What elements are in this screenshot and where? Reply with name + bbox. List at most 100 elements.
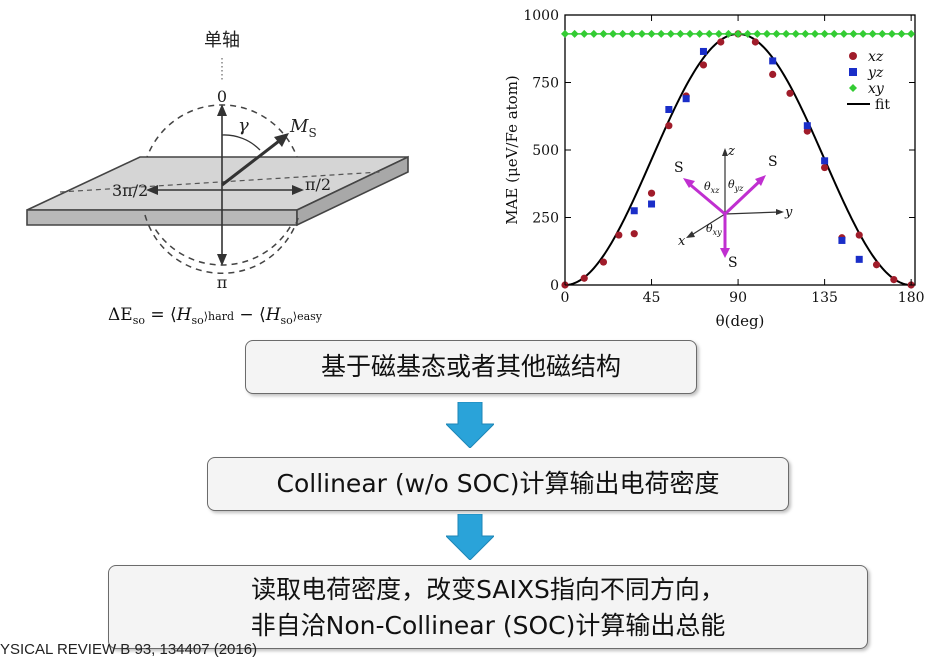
point-xz <box>855 231 863 239</box>
flow-step-2-text: Collinear (w/o SOC)计算输出电荷密度 <box>276 469 720 498</box>
point-yz <box>648 200 656 208</box>
point-xz <box>599 258 608 266</box>
point-yz <box>855 255 863 263</box>
point-xy <box>830 29 839 38</box>
angle-left-label: 3π/2 <box>112 181 148 200</box>
inset-x-label: x <box>678 234 686 249</box>
point-xy <box>762 29 771 38</box>
spin-arrow-yz-head <box>755 175 766 186</box>
inset-x-head <box>686 231 695 238</box>
inset-theta-xy: θxy <box>706 222 722 237</box>
point-xy <box>820 29 829 38</box>
chart-ticks: 0 45 90 135 180 0 250 500 750 1000 <box>523 8 924 306</box>
inset-s-label-right: S <box>768 154 778 170</box>
point-xz <box>769 70 777 78</box>
legend-marker-xz <box>849 52 857 60</box>
point-xz <box>665 122 673 130</box>
point-yz <box>630 207 638 215</box>
point-xy <box>734 29 743 38</box>
point-yz <box>665 106 673 113</box>
legend-label-fit: fit <box>875 97 890 113</box>
gamma-label: γ <box>238 115 249 136</box>
point-xz <box>821 163 829 172</box>
horizontal-head-left <box>146 185 158 195</box>
inset-y-label: y <box>784 205 793 220</box>
point-xy <box>714 29 723 38</box>
energy-equation: ΔEso = ⟨Hso⟩hard − ⟨Hso⟩easy <box>108 305 323 327</box>
spin-arrow-xz-head <box>683 178 695 188</box>
point-yz <box>803 122 811 130</box>
inset-y-head <box>776 209 784 215</box>
axis-label: 单轴 <box>204 30 240 51</box>
y-tick-label: 500 <box>532 143 559 159</box>
x-tick-label: 135 <box>811 290 838 306</box>
point-yz <box>838 236 846 244</box>
inset-theta-xz: θxz <box>704 180 720 195</box>
x-tick-label: 90 <box>729 290 747 306</box>
point-xy <box>839 29 848 38</box>
point-xy <box>791 29 800 38</box>
flow-step-3-line-1: 读取电荷密度，改变SAIXS指向不同方向， <box>251 575 725 604</box>
vertical-axis-head-top <box>217 104 227 116</box>
point-xy <box>647 29 656 38</box>
flow-step-collinear-calc: Collinear (w/o SOC)计算输出电荷密度 <box>207 457 789 511</box>
flow-step-1-text: 基于磁基态或者其他磁结构 <box>320 352 621 381</box>
point-xz <box>580 274 588 282</box>
point-xy <box>801 29 810 38</box>
anisotropy-diagram: 单轴 0 MS γ 3π/2 π/2 π ΔEso = ⟨Hso⟩hard − … <box>26 30 409 327</box>
ms-arrow-head <box>274 133 289 147</box>
vertical-axis-head-bottom <box>217 254 227 266</box>
point-yz <box>699 47 707 55</box>
point-xz <box>872 261 881 269</box>
x-tick-label: 180 <box>898 290 925 306</box>
legend-label-xz: xz <box>868 49 884 65</box>
point-xy <box>849 29 858 38</box>
point-xy <box>676 29 685 38</box>
point-xy <box>811 29 819 38</box>
point-xy <box>666 29 675 38</box>
flow-step-3-line-2: 非自洽Non-Collinear (SOC)计算输出总能 <box>250 611 726 640</box>
y-tick-label: 0 <box>550 278 559 294</box>
angle-right-label: π/2 <box>305 175 331 194</box>
angle-zero-label: 0 <box>217 87 227 106</box>
point-xy <box>705 29 714 38</box>
point-xz <box>615 231 623 239</box>
point-xy <box>589 29 598 38</box>
point-xy <box>743 29 752 38</box>
ms-arrow <box>221 136 284 187</box>
point-xy <box>609 29 618 38</box>
point-xz <box>751 38 759 46</box>
y-axis-title: MAE (μeV/Fe atom) <box>503 75 521 225</box>
inset-s-label-bottom: S <box>728 255 738 271</box>
point-xy <box>907 29 916 38</box>
mae-chart: 0 45 90 135 180 0 250 500 750 1000 θ(deg) MAE (μe… <box>503 8 925 330</box>
point-xy <box>782 29 791 38</box>
y-tick-label: 750 <box>532 76 559 92</box>
journal-reference: YSICAL REVIEW B 93, 134407 (2016) <box>0 641 258 658</box>
point-xy <box>580 29 589 38</box>
point-xy <box>868 29 877 38</box>
point-xy <box>599 29 608 38</box>
spin-arrow-xy-head <box>720 248 730 258</box>
angle-pi-label: π <box>217 273 228 292</box>
chart-axes <box>564 14 916 286</box>
x-axis-title: θ(deg) <box>716 312 765 330</box>
inset-theta-yz: θyz <box>728 178 744 193</box>
point-xz <box>717 38 725 46</box>
point-xz <box>630 230 638 238</box>
legend-label-yz: yz <box>867 65 884 81</box>
inset-s-label-left: S <box>674 160 684 176</box>
point-xy <box>695 29 704 38</box>
x-tick-label: 0 <box>561 290 570 306</box>
point-xy <box>878 29 887 38</box>
rotation-circle-lower <box>144 214 300 275</box>
point-xz <box>803 127 811 135</box>
y-tick-label: 250 <box>532 211 559 227</box>
point-yz <box>769 57 777 65</box>
point-xy <box>637 29 646 38</box>
point-xz <box>647 189 656 197</box>
point-xy <box>686 29 694 38</box>
point-xy <box>753 29 762 38</box>
point-xy <box>772 29 781 38</box>
y-tick-label: 1000 <box>523 8 559 24</box>
